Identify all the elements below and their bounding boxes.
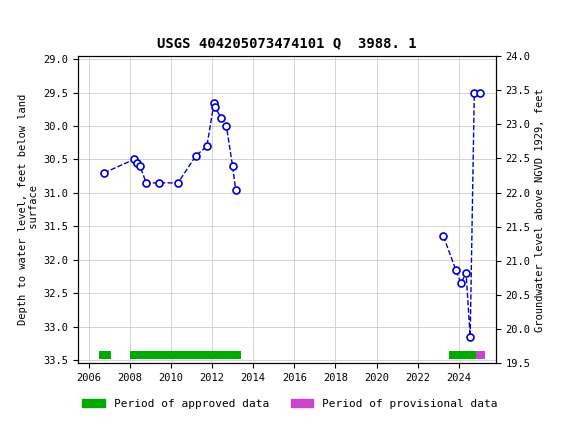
Text: ≈USGS: ≈USGS	[9, 8, 67, 27]
Legend: Period of approved data, Period of provisional data: Period of approved data, Period of provi…	[78, 395, 502, 414]
Bar	[130, 350, 241, 359]
Bar	[476, 350, 484, 359]
Title: USGS 404205073474101 Q  3988. 1: USGS 404205073474101 Q 3988. 1	[157, 37, 417, 51]
Y-axis label: Groundwater level above NGVD 1929, feet: Groundwater level above NGVD 1929, feet	[535, 88, 545, 332]
Bar	[448, 350, 476, 359]
Y-axis label: Depth to water level, feet below land
 surface: Depth to water level, feet below land su…	[18, 94, 39, 325]
Bar	[99, 350, 111, 359]
